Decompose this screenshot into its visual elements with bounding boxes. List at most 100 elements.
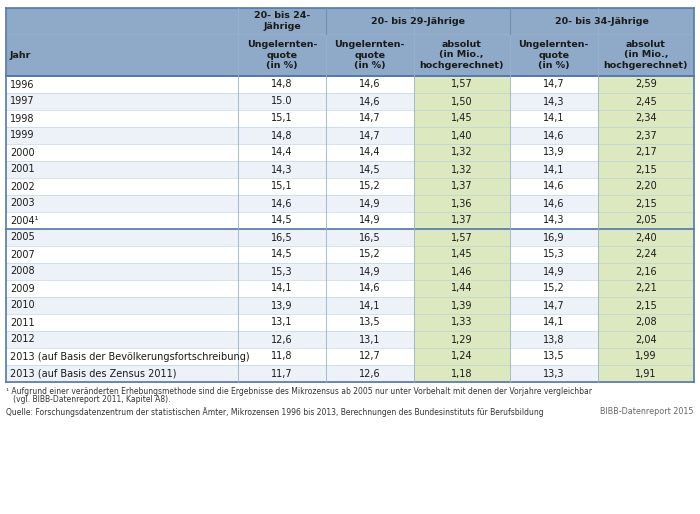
Bar	[414, 348, 510, 365]
Bar	[238, 195, 326, 212]
Text: 14,6: 14,6	[359, 80, 381, 89]
Text: 15.0: 15.0	[272, 97, 293, 106]
Text: 14,6: 14,6	[359, 97, 381, 106]
Bar	[6, 348, 238, 365]
Text: 2003: 2003	[10, 198, 34, 209]
Text: 1,91: 1,91	[635, 369, 657, 378]
Text: absolut
(in Mio.,
hochgerechnet): absolut (in Mio., hochgerechnet)	[603, 40, 688, 70]
Bar	[414, 161, 510, 178]
Text: 1,36: 1,36	[451, 198, 473, 209]
Text: Ungelernten-
quote
(in %): Ungelernten- quote (in %)	[335, 40, 405, 70]
Bar	[326, 280, 414, 297]
Bar	[326, 263, 414, 280]
Bar	[414, 127, 510, 144]
Text: 1998: 1998	[10, 114, 34, 123]
Bar	[510, 246, 598, 263]
Text: 13,1: 13,1	[359, 335, 381, 344]
Text: 1,99: 1,99	[635, 352, 657, 361]
Bar	[326, 93, 414, 110]
Text: absolut
(in Mio.,
hochgerechnet): absolut (in Mio., hochgerechnet)	[419, 40, 504, 70]
Bar	[510, 195, 598, 212]
Bar	[326, 348, 414, 365]
Text: 1,50: 1,50	[451, 97, 473, 106]
Bar	[598, 331, 694, 348]
Text: 15,1: 15,1	[272, 181, 293, 192]
Text: 14,8: 14,8	[272, 80, 293, 89]
Text: 14,9: 14,9	[543, 266, 564, 277]
Text: 12,6: 12,6	[272, 335, 293, 344]
Text: 14,7: 14,7	[543, 80, 565, 89]
Text: 2,16: 2,16	[635, 266, 657, 277]
Bar	[6, 246, 238, 263]
Text: 15,3: 15,3	[543, 249, 565, 260]
Bar	[6, 280, 238, 297]
Bar	[414, 246, 510, 263]
Bar	[326, 195, 414, 212]
Bar	[598, 229, 694, 246]
Text: BIBB-Datenreport 2015: BIBB-Datenreport 2015	[601, 407, 694, 416]
Bar	[598, 127, 694, 144]
Text: 2,04: 2,04	[635, 335, 657, 344]
Text: 2013 (auf Basis des Zensus 2011): 2013 (auf Basis des Zensus 2011)	[10, 369, 176, 378]
Bar	[6, 263, 238, 280]
Bar	[510, 127, 598, 144]
Text: 11,8: 11,8	[272, 352, 293, 361]
Bar	[598, 93, 694, 110]
Bar	[414, 263, 510, 280]
Text: 1,24: 1,24	[451, 352, 473, 361]
Bar	[414, 365, 510, 382]
Bar	[326, 229, 414, 246]
Text: 2,59: 2,59	[635, 80, 657, 89]
Bar	[598, 263, 694, 280]
Text: 13,8: 13,8	[543, 335, 564, 344]
Bar	[326, 365, 414, 382]
Bar	[414, 144, 510, 161]
Bar	[6, 161, 238, 178]
Text: 14,3: 14,3	[543, 215, 564, 226]
Text: 14,8: 14,8	[272, 131, 293, 140]
Bar	[326, 127, 414, 144]
Bar	[238, 110, 326, 127]
Bar	[326, 246, 414, 263]
Text: 2011: 2011	[10, 318, 34, 327]
Bar	[6, 34, 694, 76]
Text: 14,7: 14,7	[359, 131, 381, 140]
Text: 1,57: 1,57	[451, 80, 473, 89]
Text: 14,6: 14,6	[543, 198, 564, 209]
Text: 20- bis 24-
Jährige: 20- bis 24- Jährige	[254, 11, 310, 31]
Text: 2,24: 2,24	[635, 249, 657, 260]
Text: 20- bis 29-Jährige: 20- bis 29-Jährige	[371, 16, 465, 26]
Bar	[238, 161, 326, 178]
Text: 12,6: 12,6	[359, 369, 381, 378]
Text: 2,08: 2,08	[635, 318, 657, 327]
Text: 14,3: 14,3	[272, 164, 293, 174]
Text: 14,6: 14,6	[543, 131, 564, 140]
Bar	[510, 314, 598, 331]
Bar	[598, 348, 694, 365]
Bar	[414, 110, 510, 127]
Text: 16,9: 16,9	[543, 232, 564, 243]
Bar	[510, 229, 598, 246]
Text: 1,44: 1,44	[451, 284, 473, 293]
Text: 1,37: 1,37	[451, 181, 473, 192]
Bar	[598, 280, 694, 297]
Bar	[6, 178, 238, 195]
Bar	[326, 110, 414, 127]
Text: 2007: 2007	[10, 249, 35, 260]
Text: 1,32: 1,32	[451, 164, 473, 174]
Bar	[326, 314, 414, 331]
Bar	[238, 76, 326, 93]
Text: 1,29: 1,29	[451, 335, 473, 344]
Text: 13,5: 13,5	[543, 352, 565, 361]
Text: 2,34: 2,34	[635, 114, 657, 123]
Bar	[326, 76, 414, 93]
Bar	[598, 161, 694, 178]
Text: 13,1: 13,1	[272, 318, 293, 327]
Bar	[598, 246, 694, 263]
Bar	[6, 93, 238, 110]
Bar	[238, 263, 326, 280]
Bar	[6, 297, 238, 314]
Text: 2009: 2009	[10, 284, 34, 293]
Text: 1,57: 1,57	[451, 232, 473, 243]
Text: 15,2: 15,2	[543, 284, 565, 293]
